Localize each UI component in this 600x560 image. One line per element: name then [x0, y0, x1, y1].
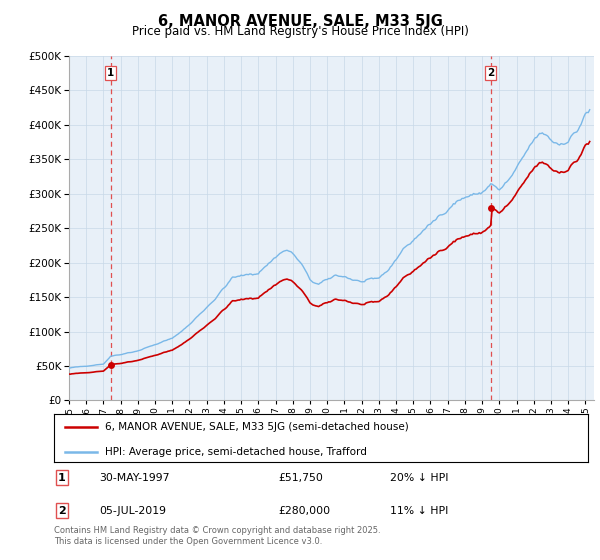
Text: 6, MANOR AVENUE, SALE, M33 5JG (semi-detached house): 6, MANOR AVENUE, SALE, M33 5JG (semi-det… — [105, 422, 409, 432]
Text: 11% ↓ HPI: 11% ↓ HPI — [391, 506, 449, 516]
Text: Contains HM Land Registry data © Crown copyright and database right 2025.
This d: Contains HM Land Registry data © Crown c… — [54, 526, 380, 546]
Text: 30-MAY-1997: 30-MAY-1997 — [100, 473, 170, 483]
Text: 1: 1 — [107, 68, 114, 78]
Text: 2: 2 — [487, 68, 494, 78]
Text: 05-JUL-2019: 05-JUL-2019 — [100, 506, 166, 516]
Text: £51,750: £51,750 — [278, 473, 323, 483]
Text: £280,000: £280,000 — [278, 506, 331, 516]
Text: HPI: Average price, semi-detached house, Trafford: HPI: Average price, semi-detached house,… — [105, 446, 367, 456]
Text: 20% ↓ HPI: 20% ↓ HPI — [391, 473, 449, 483]
Text: 1: 1 — [58, 473, 66, 483]
Text: 6, MANOR AVENUE, SALE, M33 5JG: 6, MANOR AVENUE, SALE, M33 5JG — [158, 14, 442, 29]
Text: Price paid vs. HM Land Registry's House Price Index (HPI): Price paid vs. HM Land Registry's House … — [131, 25, 469, 38]
Text: 2: 2 — [58, 506, 66, 516]
